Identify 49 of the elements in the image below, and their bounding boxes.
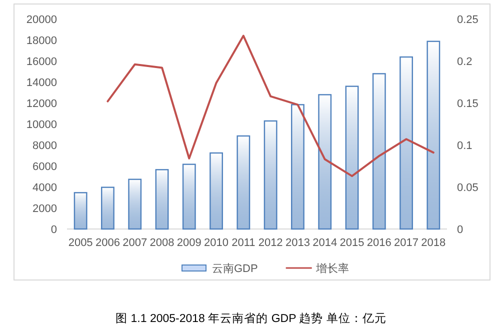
y-tick-label: 12000: [26, 98, 57, 110]
y-tick-label: 2000: [32, 203, 57, 215]
bar: [101, 186, 114, 230]
x-tick-label: 2010: [204, 237, 229, 249]
bar: [210, 152, 223, 230]
line-series: [106, 34, 434, 178]
x-tick-label: 2005: [68, 237, 93, 249]
y2-tick-label: 0.1: [457, 140, 472, 152]
bar: [318, 94, 332, 230]
bar: [128, 178, 142, 230]
y-tick-label: 16000: [26, 56, 57, 68]
bar: [155, 169, 169, 230]
x-tick-label: 2008: [150, 237, 174, 249]
x-tick-label: 2015: [340, 237, 364, 249]
bar: [264, 120, 278, 230]
x-tick-label: 2012: [258, 237, 283, 249]
y2-tick-label: 0.15: [457, 98, 478, 110]
legend-label: 增长率: [314, 262, 349, 275]
bar: [400, 56, 413, 230]
x-tick-label: 2007: [122, 237, 148, 249]
y-tick-label: 8000: [32, 140, 57, 152]
y-tick-label: 14000: [26, 77, 57, 89]
caption: 图 1.1 2005-2018 年云南省的 GDP 趋势 单位：亿元: [116, 312, 386, 325]
x-tick-label: 2016: [366, 237, 392, 249]
x-tick-label: 2018: [421, 237, 446, 249]
x-tick-label: 2014: [312, 237, 338, 249]
y2-tick-label: 0.2: [457, 56, 472, 68]
bar: [236, 135, 250, 230]
y-tick-label: 10000: [26, 119, 57, 131]
y2-tick-label: 0.25: [457, 14, 478, 26]
x-tick-label: 2011: [232, 237, 256, 249]
y2-tick-label: 0: [457, 224, 464, 236]
bar: [345, 86, 359, 230]
y-tick-label: 0: [50, 224, 57, 236]
bar: [291, 104, 304, 230]
x-tick-label: 2013: [285, 237, 310, 249]
bar: [426, 40, 440, 230]
y-tick-label: 20000: [26, 14, 57, 26]
x-tick-label: 2017: [394, 237, 419, 249]
y-tick-label: 18000: [26, 35, 57, 47]
bar: [372, 73, 386, 230]
y-tick-label: 6000: [32, 161, 57, 173]
y2-tick-label: 0.05: [457, 182, 478, 194]
x-tick-label: 2009: [176, 237, 202, 249]
y-tick-label: 4000: [32, 182, 57, 194]
bar: [74, 192, 88, 230]
x-tick-label: 2006: [95, 237, 120, 249]
bar: [182, 164, 196, 230]
legend-label: 云南GDP: [212, 262, 258, 275]
